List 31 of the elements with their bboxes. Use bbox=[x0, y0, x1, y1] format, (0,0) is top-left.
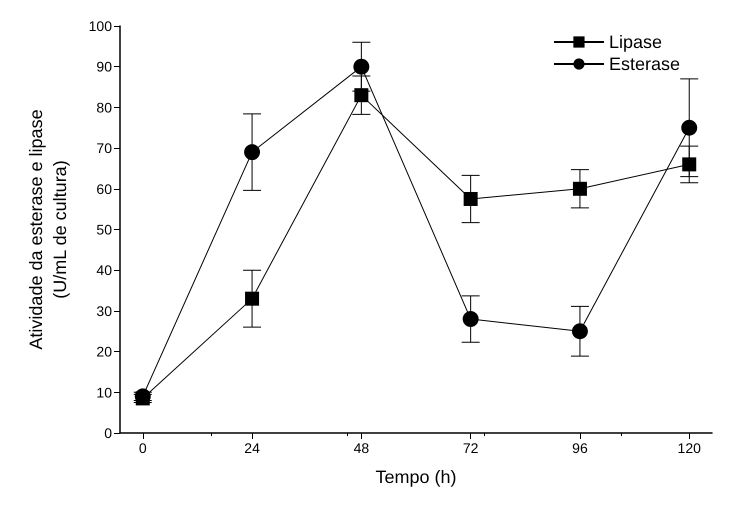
x-tick-label: 96 bbox=[572, 440, 588, 456]
x-tick-label: 72 bbox=[462, 440, 479, 456]
point bbox=[245, 292, 260, 306]
x-tick-label: 48 bbox=[354, 440, 370, 456]
point bbox=[681, 120, 698, 136]
y-tick-label: 40 bbox=[96, 262, 112, 278]
x-tick-label: 0 bbox=[138, 440, 147, 456]
x-axis-title: Tempo (h) bbox=[375, 467, 457, 487]
x-tick-label: 24 bbox=[244, 440, 260, 456]
point bbox=[353, 58, 370, 75]
point bbox=[354, 88, 368, 102]
y-axis-title: Atividade da esterase e lipase (U/mL de cultura) bbox=[26, 109, 70, 350]
y-tick-label: 90 bbox=[96, 58, 112, 75]
y-tick-label: 80 bbox=[96, 99, 112, 116]
legend-label: Esterase bbox=[608, 54, 680, 74]
point bbox=[244, 144, 260, 160]
x-tick-label: 120 bbox=[678, 440, 702, 456]
y-tick-label: 0 bbox=[104, 425, 112, 441]
point bbox=[572, 182, 587, 196]
y-tick-label: 10 bbox=[96, 384, 112, 400]
y-tick-label: 60 bbox=[96, 180, 112, 197]
y-tick-label: 70 bbox=[96, 140, 112, 156]
y-tick-label: 20 bbox=[96, 344, 112, 360]
point bbox=[572, 323, 588, 340]
point bbox=[464, 192, 478, 206]
y-tick-label: 100 bbox=[88, 18, 112, 34]
point bbox=[682, 157, 696, 172]
point bbox=[462, 311, 479, 328]
y-tick-label: 50 bbox=[96, 222, 112, 238]
legend-label: Lipase bbox=[608, 32, 662, 52]
y-tick-label: 30 bbox=[96, 302, 112, 319]
